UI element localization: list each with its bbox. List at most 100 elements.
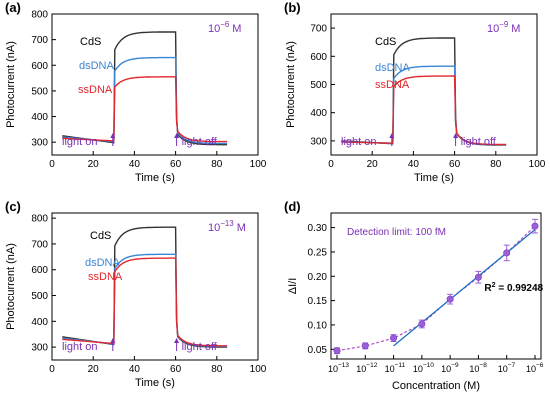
panel-3-y-tick-label: 0.25 — [308, 247, 328, 258]
panel-2-x-tick-label: 80 — [211, 364, 223, 375]
panel-3-r-squared-label: R2 = 0.99248 — [484, 282, 543, 294]
panel-2-x-tick-label: 40 — [129, 364, 141, 375]
panel-3-y-axis-label: ΔI/I — [287, 278, 299, 295]
panel-2-y-tick-label: 700 — [31, 239, 48, 250]
panel-3-x-tick-label: 10−6 — [526, 362, 544, 374]
panel-3-data-point-1 — [361, 342, 369, 350]
panel-2-legend-label-cds: CdS — [90, 230, 111, 242]
panel-0-plot-frame — [51, 13, 259, 156]
panel-0-legend-label-cds: CdS — [80, 36, 101, 48]
panel-2-panel-label: (c) — [5, 199, 21, 214]
panel-0-y-tick-label: 700 — [31, 35, 48, 46]
panel-3-x-tick-label: 10−13 — [328, 362, 349, 374]
panel-2-y-tick-label: 600 — [31, 265, 48, 276]
panel-1-y-tick-label: 300 — [310, 136, 327, 147]
panel-2-x-tick-label: 0 — [49, 364, 55, 375]
panel-2-x-axis-label: Time (s) — [135, 377, 175, 389]
panel-0-legend-label-dsdna: dsDNA — [79, 60, 115, 72]
panel-0-light-on-label: light on — [62, 136, 97, 148]
panel-3-data-point-7 — [531, 222, 539, 230]
panel-3-y-tick-label: 0.30 — [308, 223, 328, 234]
panel-3-data-point-5 — [474, 273, 482, 281]
panel-3-x-tick-label: 10−11 — [385, 362, 406, 374]
panel-3-x-axis-label: Concentration (M) — [392, 380, 480, 392]
panel-1-x-tick-label: 0 — [328, 159, 334, 170]
panel-0-x-tick-label: 40 — [129, 159, 141, 170]
panel-2-y-axis-label: Photocurrent (nA) — [5, 243, 17, 330]
panel-1-y-tick-label: 600 — [310, 52, 327, 63]
panel-1-legend-label-dsdna: dsDNA — [375, 62, 411, 74]
panel-2-concentration-label: 10−13 M — [208, 219, 246, 234]
panel-1-series-line-ssdna — [341, 75, 507, 146]
panel-0-concentration-label: 10−6 M — [208, 20, 241, 35]
panel-3-data-point-3 — [418, 320, 426, 328]
panel-1-y-axis-label: Photocurrent (nA) — [285, 41, 297, 128]
panel-3-data-point-4 — [446, 295, 454, 303]
panel-0-light-off-label: light off — [182, 136, 218, 148]
panel-3-y-tick-label: 0.10 — [308, 320, 328, 331]
panel-0-x-tick-label: 60 — [170, 159, 182, 170]
panel-0-legend-label-ssdna: ssDNA — [78, 84, 113, 96]
panel-1-x-tick-label: 100 — [529, 159, 546, 170]
panel-0-x-tick-label: 100 — [250, 159, 267, 170]
panel-2-series-line-cds — [62, 226, 228, 348]
panel-0-y-tick-label: 500 — [31, 86, 48, 97]
panel-3-x-tick-label: 10−12 — [356, 362, 377, 374]
panel-2-plot-frame — [51, 212, 259, 361]
panel-2-y-tick-label: 800 — [31, 214, 48, 225]
panel-3-panel-label: (d) — [284, 199, 301, 214]
panel-3-plot-frame — [330, 212, 542, 360]
panel-1-series-line-cds — [341, 37, 507, 146]
panel-3-data-point-6 — [503, 249, 511, 257]
panel-3-detection-limit-label: Detection limit: 100 fM — [347, 227, 446, 238]
panel-3-y-tick-label: 0.15 — [308, 296, 328, 307]
panel-1-plot-frame — [330, 13, 538, 156]
panel-1-x-tick-label: 20 — [367, 159, 379, 170]
panel-2-light-on-label: light on — [62, 341, 97, 353]
panel-1-y-tick-label: 500 — [310, 80, 327, 91]
panel-2-y-tick-label: 300 — [31, 343, 48, 354]
panel-0-x-tick-label: 20 — [88, 159, 100, 170]
panel-1-light-off-arrowhead — [453, 133, 459, 138]
panel-1-light-on-arrowhead — [389, 133, 395, 138]
panel-1-y-tick-label: 700 — [310, 24, 327, 35]
panel-2-x-tick-label: 20 — [88, 364, 100, 375]
panel-0-light-off-arrowhead — [174, 133, 180, 138]
panel-1-light-off-label: light off — [461, 136, 497, 148]
panel-2-light-off-arrowhead — [174, 338, 180, 343]
panel-3-linear-fit-line — [393, 229, 536, 347]
panel-1-x-tick-label: 40 — [408, 159, 420, 170]
panel-3-x-tick-label: 10−7 — [498, 362, 516, 374]
panel-2-legend-label-ssdna: ssDNA — [88, 271, 123, 283]
panel-2-light-off-label: light off — [182, 341, 218, 353]
panel-0-x-tick-label: 80 — [211, 159, 223, 170]
panel-3-data-point-0 — [333, 347, 341, 355]
panel-0-x-tick-label: 0 — [49, 159, 55, 170]
panel-2-y-tick-label: 500 — [31, 291, 48, 302]
panel-0-y-tick-label: 600 — [31, 61, 48, 72]
panel-1-x-axis-label: Time (s) — [414, 172, 454, 184]
panel-3-x-tick-label: 10−10 — [413, 362, 434, 374]
panel-0-light-on-arrowhead — [110, 133, 116, 138]
panel-2-legend-label-dsdna: dsDNA — [85, 257, 121, 269]
panel-0-series-line-ssdna — [62, 76, 228, 143]
panel-0-y-tick-label: 400 — [31, 112, 48, 123]
panel-2-x-tick-label: 100 — [250, 364, 267, 375]
panel-2-y-tick-label: 400 — [31, 317, 48, 328]
panel-1-x-tick-label: 80 — [490, 159, 502, 170]
panel-1-legend-label-ssdna: ssDNA — [375, 79, 410, 91]
panel-3-y-tick-label: 0.05 — [308, 345, 328, 356]
panel-1-y-tick-label: 400 — [310, 108, 327, 119]
panel-0-x-axis-label: Time (s) — [135, 172, 175, 184]
panel-0-y-tick-label: 800 — [31, 10, 48, 21]
panel-1-x-tick-label: 60 — [449, 159, 461, 170]
panel-3-x-tick-label: 10−9 — [441, 362, 459, 374]
panel-0-y-tick-label: 300 — [31, 138, 48, 149]
panel-1-panel-label: (b) — [284, 0, 301, 15]
panel-3-y-tick-label: 0.20 — [308, 272, 328, 283]
panel-1-light-on-label: light on — [341, 136, 376, 148]
panel-2-light-on-arrowhead — [110, 338, 116, 343]
panel-1-series-line-dsdna — [341, 65, 507, 146]
panel-3-data-point-2 — [390, 334, 398, 342]
